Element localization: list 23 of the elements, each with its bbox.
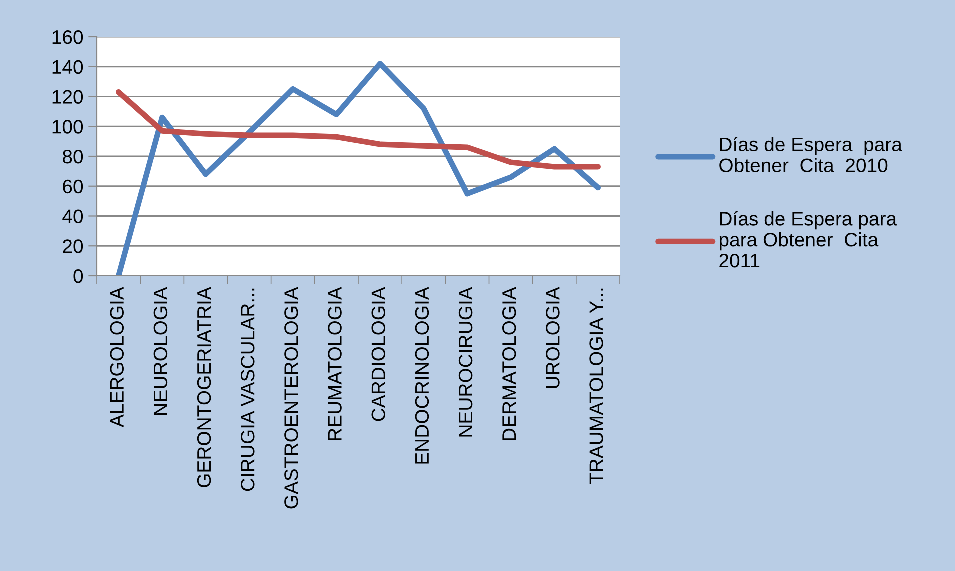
x-tick-label: NEUROLOGIA <box>154 287 168 416</box>
y-tick-label: 80 <box>63 150 84 164</box>
y-tick-label: 40 <box>62 210 84 224</box>
x-tick-label: ALERGOLOGIA <box>110 287 124 428</box>
x-tick-label: UROLOGIA <box>546 287 560 388</box>
legend-label: Días de Espera para Obtener Cita 2010 <box>720 137 902 172</box>
y-tick-label: 20 <box>63 240 84 254</box>
y-tick-label: 120 <box>52 90 84 104</box>
y-tick-label: 60 <box>63 180 84 194</box>
y-tick-label: 100 <box>52 120 84 134</box>
y-tick-label: 160 <box>52 30 84 44</box>
x-tick-label: NEUROCIRUGIA <box>458 287 473 437</box>
legend-label: Días de Espera para para Obtener Cita 2011 <box>720 211 898 268</box>
x-tick-label: GASTROENTEROLOGIA <box>284 287 298 509</box>
y-tick-label: 0 <box>74 269 84 284</box>
x-tick-label: CIRUGIA VASCULAR... <box>240 288 255 492</box>
x-tick-label: TRAUMATOLOGIA Y... <box>590 288 604 484</box>
x-tick-label: DERMATOLOGIA <box>502 287 516 440</box>
y-tick-label: 140 <box>52 60 84 74</box>
x-tick-label: GERONTOGERIATRIA <box>197 287 212 488</box>
x-tick-label: ENDOCRINOLOGIA <box>415 287 430 464</box>
x-tick-label: CARDIOLOGIA <box>372 287 386 422</box>
x-tick-label: REUMATOLOGIA <box>328 287 342 440</box>
